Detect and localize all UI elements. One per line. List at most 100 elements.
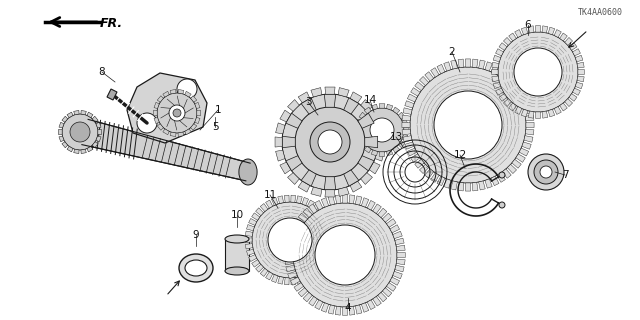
Polygon shape [554,29,561,37]
Text: 2: 2 [449,47,455,57]
Polygon shape [350,92,362,103]
Polygon shape [248,255,257,261]
Polygon shape [524,136,533,142]
Polygon shape [371,104,378,110]
Polygon shape [548,109,555,117]
Polygon shape [266,200,273,208]
Polygon shape [495,88,504,95]
Polygon shape [311,88,322,97]
Polygon shape [390,277,399,285]
Polygon shape [271,275,278,283]
Polygon shape [358,113,374,128]
Polygon shape [387,150,393,156]
Polygon shape [312,204,320,212]
Polygon shape [431,68,439,77]
Polygon shape [497,68,506,77]
Polygon shape [402,129,411,135]
Polygon shape [504,37,511,45]
Polygon shape [307,200,314,208]
Polygon shape [154,102,159,108]
Circle shape [137,113,157,133]
Polygon shape [519,148,529,156]
Polygon shape [294,219,303,227]
Polygon shape [573,49,580,56]
Polygon shape [356,134,362,141]
Polygon shape [367,200,375,210]
Text: 14: 14 [364,95,376,105]
Text: 5: 5 [212,122,218,132]
Polygon shape [303,208,312,218]
Circle shape [293,203,397,307]
Polygon shape [393,107,400,114]
Polygon shape [286,238,295,245]
Polygon shape [316,264,324,272]
Polygon shape [508,76,516,86]
Polygon shape [378,208,387,218]
Circle shape [540,166,552,178]
Polygon shape [81,149,86,154]
Polygon shape [74,149,79,154]
Polygon shape [425,169,434,178]
Polygon shape [358,156,374,171]
Polygon shape [521,27,528,35]
Text: 10: 10 [230,210,244,220]
Polygon shape [369,110,380,122]
Polygon shape [554,107,561,115]
Text: 12: 12 [453,150,467,160]
Circle shape [177,79,197,99]
Polygon shape [328,305,335,314]
Polygon shape [298,213,308,222]
Polygon shape [276,123,285,134]
Polygon shape [512,82,521,91]
Polygon shape [485,179,492,188]
Polygon shape [296,196,302,204]
Polygon shape [387,283,396,291]
Polygon shape [431,173,439,182]
Polygon shape [307,272,314,280]
Circle shape [169,105,185,121]
Polygon shape [396,245,405,251]
Polygon shape [308,204,317,213]
Polygon shape [288,231,297,239]
Polygon shape [437,176,445,186]
Polygon shape [197,110,200,116]
Polygon shape [528,111,534,118]
Polygon shape [285,245,294,251]
Polygon shape [324,177,336,190]
Polygon shape [542,111,548,118]
Polygon shape [291,225,300,233]
Circle shape [252,202,328,278]
Polygon shape [522,101,531,108]
Polygon shape [383,213,392,222]
Polygon shape [298,181,310,192]
Polygon shape [320,260,328,267]
Polygon shape [195,102,200,108]
Polygon shape [444,179,451,188]
Polygon shape [575,55,583,62]
Polygon shape [338,187,349,196]
Polygon shape [350,181,362,192]
Polygon shape [364,146,371,153]
Polygon shape [157,124,163,130]
Polygon shape [62,116,68,122]
Circle shape [534,160,558,184]
Polygon shape [246,249,254,255]
Polygon shape [255,264,264,272]
Ellipse shape [179,254,213,282]
Text: 11: 11 [264,190,276,200]
Polygon shape [301,170,316,186]
Polygon shape [326,249,333,255]
Circle shape [370,118,394,142]
Polygon shape [402,123,410,128]
Polygon shape [284,195,289,202]
Text: 13: 13 [389,132,403,142]
Polygon shape [308,297,317,306]
Polygon shape [512,159,521,168]
Polygon shape [472,182,478,191]
Polygon shape [393,271,403,279]
Polygon shape [81,110,86,115]
Polygon shape [525,115,534,121]
Polygon shape [282,136,295,148]
Polygon shape [403,108,412,114]
Polygon shape [344,98,359,114]
